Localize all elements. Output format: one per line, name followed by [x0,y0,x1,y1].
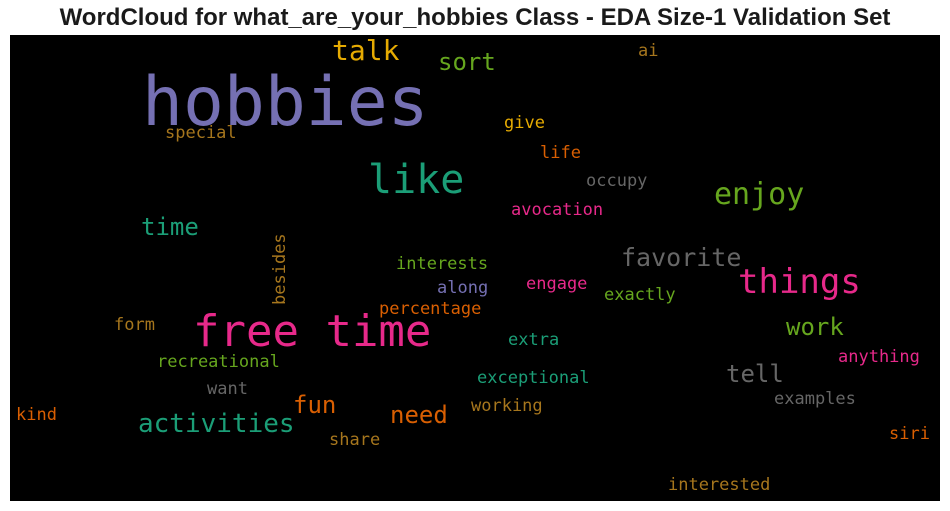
word-need: need [390,401,448,429]
word-want: want [207,379,248,399]
word-siri: siri [889,424,930,444]
word-work: work [786,313,844,341]
word-favorite: favorite [621,243,742,272]
word-like: like [368,157,465,203]
word-special: special [165,123,237,143]
word-interested: interested [668,475,771,495]
chart-title: WordCloud for what_are_your_hobbies Clas… [59,4,891,31]
word-ai: ai [638,41,659,61]
word-talk: talk [332,34,400,67]
word-life: life [540,143,581,163]
word-anything: anything [838,347,920,367]
word-activities: activities [138,409,295,439]
word-exceptional: exceptional [477,368,590,388]
word-free-time: free time [193,306,432,357]
word-fun: fun [293,391,337,419]
word-tell: tell [726,360,784,388]
word-cloud: hobbies free time like things enjoy talk… [10,35,940,501]
word-along: along [437,278,489,298]
word-give: give [504,113,545,133]
word-things: things [738,262,861,302]
word-avocation: avocation [511,200,604,220]
word-sort: sort [438,48,496,76]
word-occupy: occupy [586,171,648,191]
word-interests: interests [396,254,489,274]
word-working: working [471,396,543,416]
word-besides: besides [270,233,290,305]
word-enjoy: enjoy [714,177,805,212]
word-engage: engage [526,274,588,294]
word-hobbies: hobbies [142,63,429,142]
word-time: time [141,213,199,241]
word-exactly: exactly [604,285,676,305]
word-examples: examples [774,389,856,409]
word-recreational: recreational [157,352,280,372]
word-share: share [329,430,381,450]
word-extra: extra [508,330,560,350]
word-kind: kind [16,405,57,425]
word-form: form [114,315,155,335]
word-percentage: percentage [379,299,482,319]
